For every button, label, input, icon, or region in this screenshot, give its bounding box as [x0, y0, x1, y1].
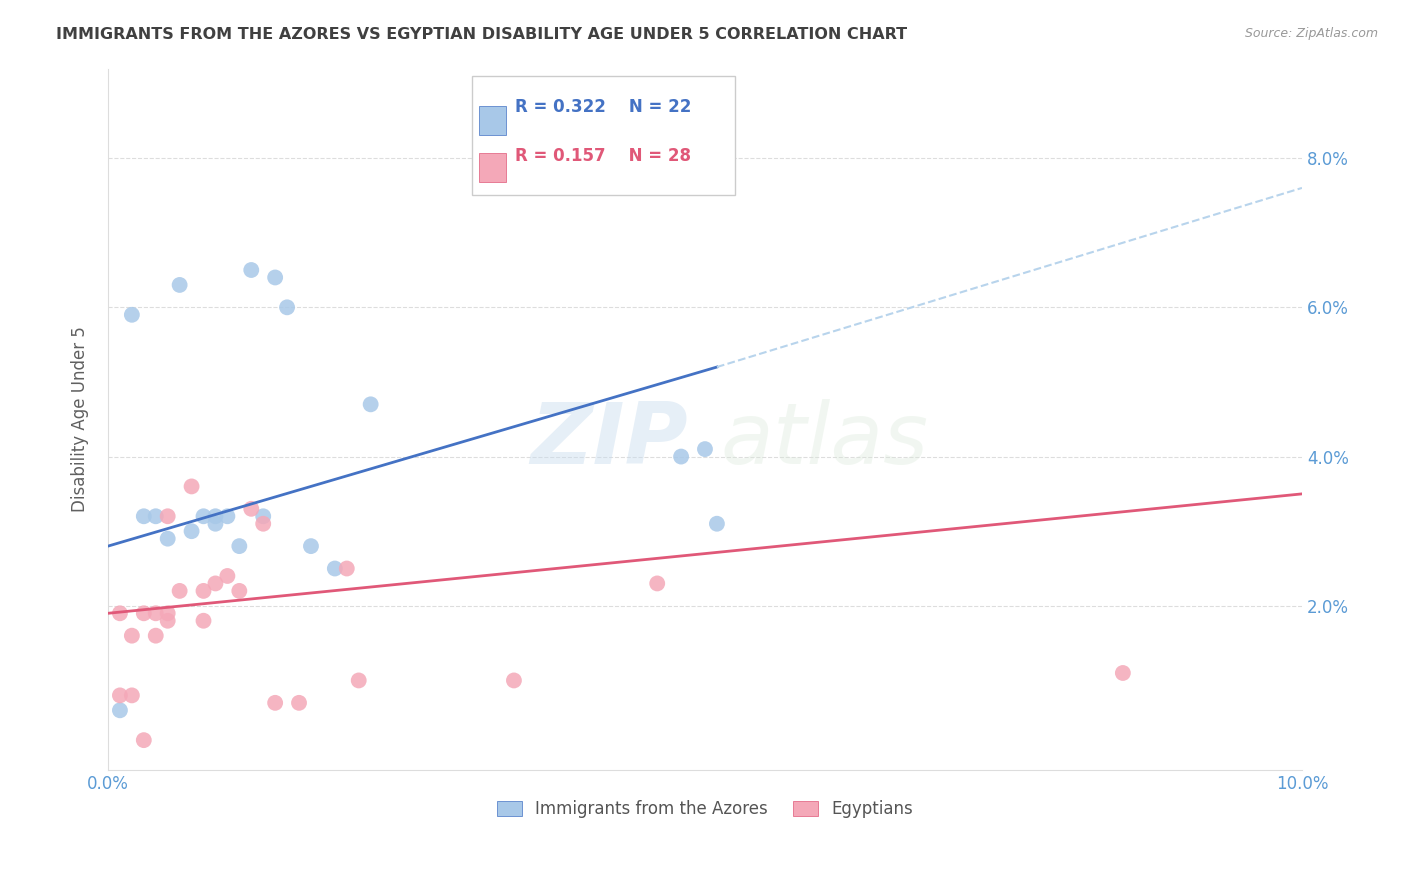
Point — [360, 397, 382, 411]
FancyBboxPatch shape — [479, 153, 506, 182]
Legend: Immigrants from the Azores, Egyptians: Immigrants from the Azores, Egyptians — [491, 794, 920, 825]
Point — [156, 509, 179, 524]
Point — [645, 576, 668, 591]
Point — [132, 733, 155, 747]
Text: IMMIGRANTS FROM THE AZORES VS EGYPTIAN DISABILITY AGE UNDER 5 CORRELATION CHART: IMMIGRANTS FROM THE AZORES VS EGYPTIAN D… — [56, 27, 907, 42]
Point — [204, 516, 226, 531]
Point — [204, 509, 226, 524]
Text: Source: ZipAtlas.com: Source: ZipAtlas.com — [1244, 27, 1378, 40]
Point — [156, 607, 179, 621]
Point — [228, 539, 250, 553]
Point — [180, 479, 202, 493]
Point — [132, 607, 155, 621]
Text: R = 0.157    N = 28: R = 0.157 N = 28 — [515, 147, 692, 165]
Point — [108, 703, 131, 717]
Point — [240, 263, 263, 277]
Point — [145, 509, 167, 524]
Point — [108, 607, 131, 621]
Point — [336, 561, 359, 575]
Point — [228, 583, 250, 598]
Y-axis label: Disability Age Under 5: Disability Age Under 5 — [72, 326, 89, 512]
Point — [706, 516, 728, 531]
Point — [156, 614, 179, 628]
Point — [132, 509, 155, 524]
Point — [156, 532, 179, 546]
Point — [503, 673, 526, 688]
Point — [180, 524, 202, 539]
Point — [240, 501, 263, 516]
Point — [693, 442, 716, 456]
Point — [169, 583, 191, 598]
Point — [169, 277, 191, 292]
Point — [264, 270, 287, 285]
FancyBboxPatch shape — [479, 106, 506, 136]
Point — [145, 629, 167, 643]
Text: ZIP: ZIP — [530, 399, 689, 482]
Point — [658, 128, 681, 143]
Text: R = 0.322    N = 22: R = 0.322 N = 22 — [515, 98, 692, 116]
Point — [276, 301, 298, 315]
Point — [252, 509, 274, 524]
Point — [323, 561, 346, 575]
Point — [217, 509, 239, 524]
Point — [193, 509, 215, 524]
Point — [121, 689, 143, 703]
Point — [193, 614, 215, 628]
Point — [299, 539, 322, 553]
Point — [1112, 665, 1135, 680]
Point — [193, 583, 215, 598]
Point — [288, 696, 311, 710]
Point — [121, 308, 143, 322]
Text: atlas: atlas — [720, 399, 928, 482]
Point — [108, 689, 131, 703]
Point — [264, 696, 287, 710]
Point — [121, 629, 143, 643]
Point — [204, 576, 226, 591]
Point — [217, 569, 239, 583]
Point — [145, 607, 167, 621]
Point — [669, 450, 692, 464]
Point — [347, 673, 370, 688]
Point — [252, 516, 274, 531]
